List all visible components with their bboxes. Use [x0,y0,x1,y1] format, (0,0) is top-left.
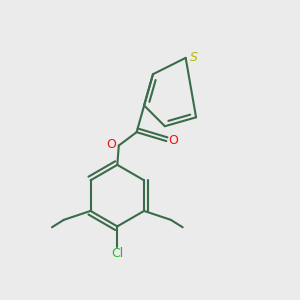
Text: O: O [168,134,178,147]
Text: O: O [107,138,117,152]
Text: Cl: Cl [111,247,123,260]
Text: S: S [190,51,198,64]
